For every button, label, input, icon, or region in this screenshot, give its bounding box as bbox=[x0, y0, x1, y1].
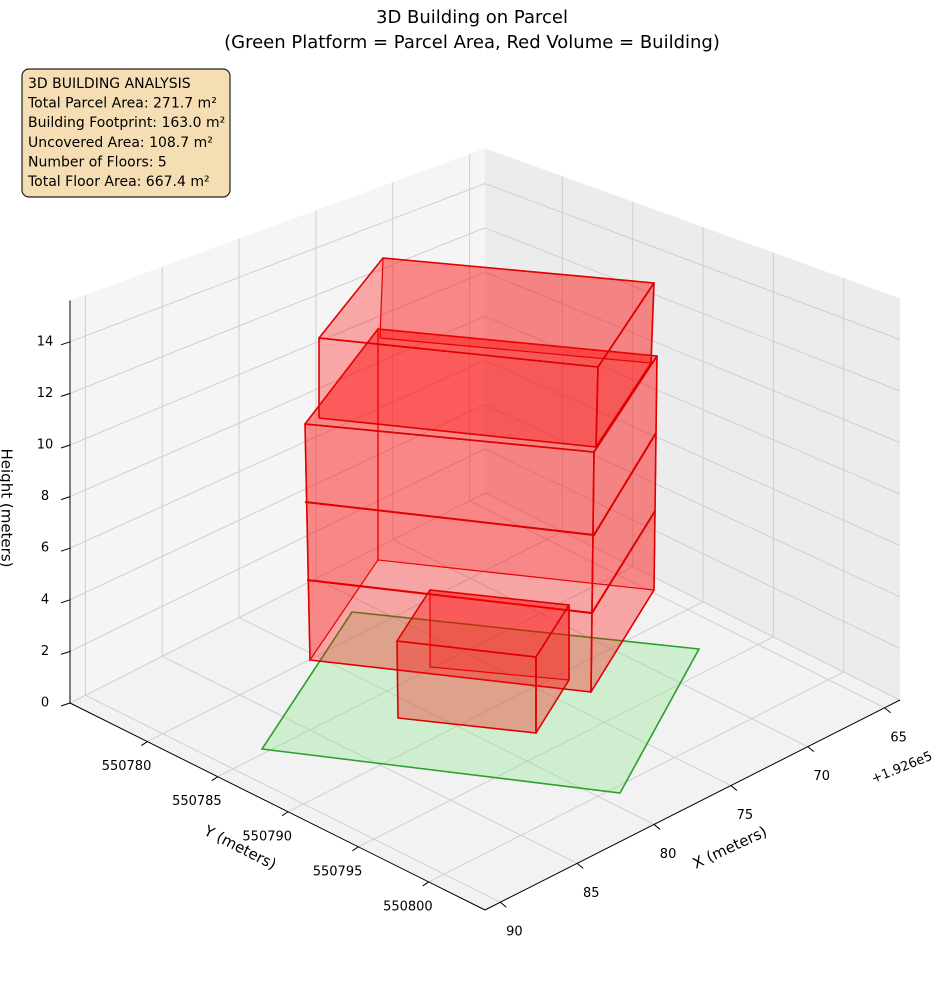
x-tick-label: 70 bbox=[814, 769, 831, 784]
x-tick-label: 90 bbox=[506, 925, 523, 940]
chart-subtitle: (Green Platform = Parcel Area, Red Volum… bbox=[224, 32, 720, 53]
z-tick-label: 4 bbox=[41, 592, 49, 607]
y-tick-mark bbox=[422, 881, 430, 887]
grid-line bbox=[69, 359, 901, 549]
x-tick-label: 80 bbox=[660, 847, 677, 862]
chart-title: 3D Building on Parcel bbox=[376, 7, 568, 28]
z-tick-label: 8 bbox=[41, 489, 49, 504]
z-tick-mark bbox=[60, 341, 71, 346]
z-tick-mark bbox=[60, 702, 71, 707]
floor-line bbox=[306, 510, 656, 615]
x-tick-mark bbox=[576, 862, 584, 869]
x-tick-mark bbox=[807, 746, 815, 753]
grid-line bbox=[69, 404, 901, 601]
building-top bbox=[396, 589, 570, 658]
info-line: Total Parcel Area: 271.7 m² bbox=[27, 96, 217, 112]
y-tick-mark bbox=[352, 846, 359, 852]
z-tick-mark bbox=[60, 392, 71, 397]
info-line: Number of Floors: 5 bbox=[28, 154, 167, 170]
z-axis-label: Height (meters) bbox=[0, 449, 16, 568]
info-box-frame bbox=[21, 68, 231, 198]
x-offset-label: +1.926e5 bbox=[869, 749, 934, 787]
z-tick-mark bbox=[60, 650, 71, 655]
x-tick-label: 75 bbox=[737, 808, 754, 823]
z-tick-mark bbox=[60, 496, 71, 501]
z-tick-label: 10 bbox=[37, 438, 54, 453]
y-axis-line bbox=[69, 702, 486, 911]
info-box: 3D BUILDING ANALYSIS Total Parcel Area: 2… bbox=[21, 68, 231, 198]
z-tick-label: 6 bbox=[41, 541, 49, 556]
parcel-platform bbox=[260, 611, 701, 794]
info-line: 3D BUILDING ANALYSIS bbox=[28, 76, 191, 92]
x-tick-mark bbox=[653, 824, 661, 830]
y-tick-label: 550790 bbox=[242, 829, 292, 844]
info-line: Total Floor Area: 667.4 m² bbox=[27, 174, 210, 190]
z-tick-label: 0 bbox=[41, 696, 49, 711]
z-tick-mark bbox=[60, 444, 71, 449]
x-axis-label: X (meters) bbox=[690, 823, 770, 873]
grid-line bbox=[69, 183, 901, 343]
grid-line bbox=[69, 492, 901, 704]
z-tick-mark bbox=[60, 547, 71, 552]
info-lines: 3D BUILDING ANALYSIS Total Parcel Area: 2… bbox=[27, 76, 225, 190]
axes: 6570758085905507805507855507905507955508… bbox=[37, 300, 907, 940]
z-tick-label: 12 bbox=[37, 386, 54, 401]
y-tick-mark bbox=[141, 741, 148, 747]
grid-line bbox=[69, 448, 901, 652]
info-line: Uncovered Area: 108.7 m² bbox=[28, 135, 213, 151]
x-tick-label: 85 bbox=[583, 886, 600, 901]
z-tick-label: 14 bbox=[37, 334, 54, 349]
floor-line bbox=[304, 432, 657, 537]
x-tick-label: 65 bbox=[890, 730, 907, 745]
building-top bbox=[318, 257, 655, 368]
y-tick-label: 550780 bbox=[102, 759, 152, 774]
y-tick-label: 550795 bbox=[313, 864, 363, 879]
pane-floor bbox=[70, 493, 900, 910]
x-tick-mark bbox=[500, 901, 507, 908]
x-tick-mark bbox=[730, 785, 738, 791]
building-top bbox=[304, 328, 658, 453]
pane-right bbox=[485, 148, 900, 701]
grid-line bbox=[69, 315, 901, 498]
grid-line bbox=[69, 271, 901, 446]
building bbox=[304, 257, 658, 734]
info-line: Building Footprint: 163.0 m² bbox=[28, 115, 225, 131]
y-tick-mark bbox=[211, 776, 218, 782]
x-tick-mark bbox=[884, 707, 891, 714]
x-axis-line bbox=[484, 699, 901, 911]
z-tick-label: 2 bbox=[41, 644, 49, 659]
panes bbox=[70, 148, 900, 910]
z-tick-mark bbox=[60, 599, 71, 604]
grid-line bbox=[69, 227, 901, 394]
y-tick-label: 550800 bbox=[383, 899, 433, 914]
y-tick-mark bbox=[281, 811, 289, 817]
y-tick-label: 550785 bbox=[172, 794, 222, 809]
pane-left bbox=[70, 148, 485, 704]
